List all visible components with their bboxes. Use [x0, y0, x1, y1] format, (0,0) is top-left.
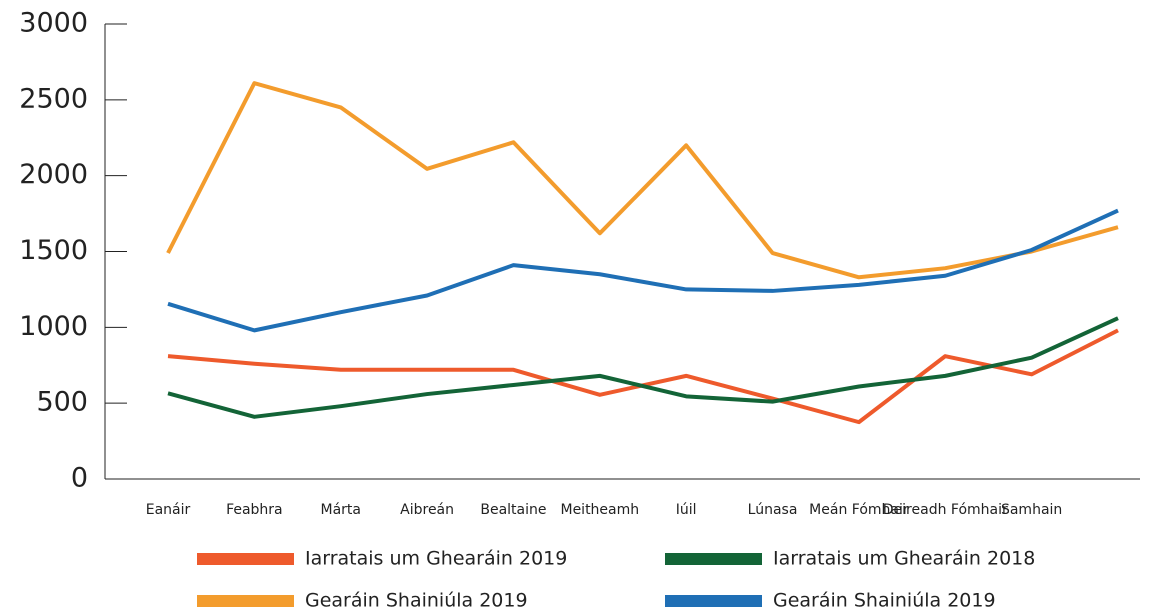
y-tick-label: 3000: [19, 8, 88, 39]
x-tick-label: Iúil: [676, 502, 697, 518]
x-tick-label: Samhain: [1001, 502, 1062, 518]
y-tick-label: 0: [71, 463, 88, 494]
legend-label: Gearáin Shainiúla 2019: [773, 590, 996, 610]
x-tick-label: Meitheamh: [560, 502, 639, 518]
series-line: [167, 316, 1119, 419]
x-tick-label: Meán Fómhair: [809, 502, 909, 518]
x-tick-label: Márta: [320, 502, 360, 518]
x-tick-label: Feabhra: [226, 502, 283, 518]
legend-label: Iarratais um Ghearáin 2018: [773, 548, 1035, 570]
x-tick-label: Lúnasa: [748, 502, 798, 518]
x-tick-label: Eanáir: [146, 502, 191, 518]
y-tick-label: 1500: [19, 235, 88, 266]
legend-swatch: [197, 553, 294, 565]
y-tick-label: 2500: [19, 83, 88, 114]
series-line: [166, 81, 1119, 280]
x-tick-label: Aibreán: [400, 502, 454, 518]
legend-label: Iarratais um Ghearáin 2019: [305, 548, 567, 570]
legend-swatch: [197, 595, 294, 607]
legend-label: Gearáin Shainiúla 2019: [305, 590, 528, 610]
x-tick-label: Deireadh Fómhair: [883, 502, 1008, 518]
x-tick-label: Bealtaine: [480, 502, 546, 518]
y-tick-label: 1000: [19, 311, 88, 342]
series-line: [167, 208, 1119, 333]
legend-swatch: [665, 595, 762, 607]
legend-swatch: [665, 553, 762, 565]
y-tick-label: 500: [36, 387, 88, 418]
y-tick-label: 2000: [19, 159, 88, 190]
